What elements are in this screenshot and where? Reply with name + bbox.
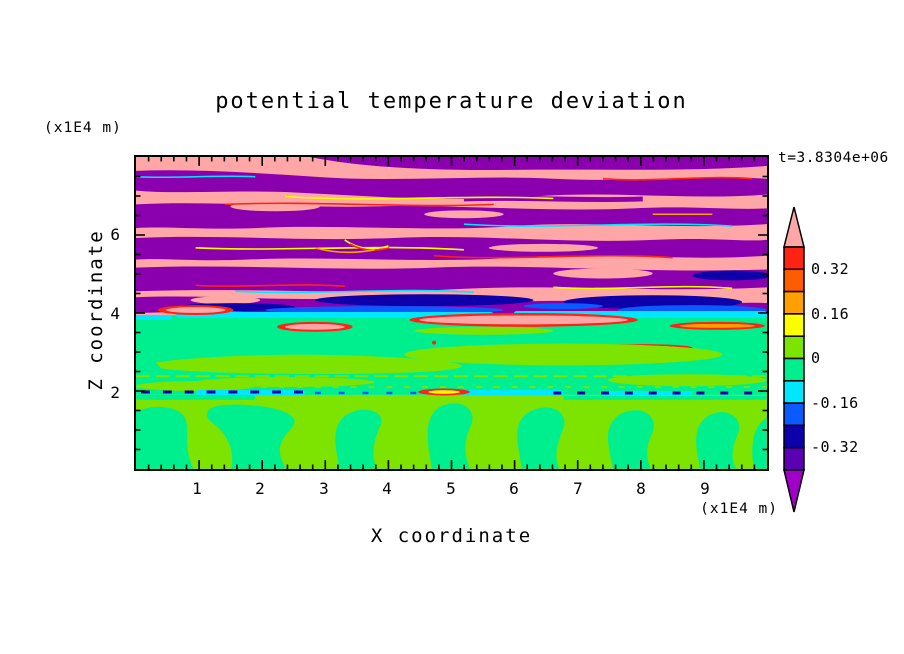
fringe-yellow [195, 195, 733, 290]
colorbar-cell-6 [783, 380, 805, 404]
colorbar-cell-4 [783, 335, 805, 360]
axis-ticks [136, 157, 767, 469]
colorbar-cell-5 [783, 357, 805, 382]
y-tick-label-6: 6 [110, 225, 120, 244]
fringe-red [195, 176, 753, 288]
colorbar-label-0: 0 [811, 349, 821, 367]
colorbar-label-p016: 0.16 [811, 305, 850, 323]
colorbar-cell-3 [783, 313, 805, 337]
x-axis-title: X coordinate [370, 525, 533, 547]
colorbar-cell-0 [783, 246, 805, 271]
temperature-field [136, 157, 767, 469]
colorbar-under-triangle [783, 469, 805, 513]
warm-filaments-pink-core [165, 307, 628, 330]
pink-lenses [190, 201, 653, 305]
colorbar [783, 206, 805, 513]
colorbar-cell-7 [783, 402, 805, 427]
colorbar-label-p032: 0.32 [811, 260, 850, 278]
colorbar-cell-2 [783, 290, 805, 315]
x-tick-label-1: 1 [192, 479, 202, 498]
z2-hot-streak [418, 388, 470, 396]
x-tick-label-6: 6 [509, 479, 519, 498]
x-tick-label-4: 4 [382, 479, 392, 498]
fringe-orange [314, 213, 713, 254]
plot-area [134, 155, 769, 471]
chart-title: potential temperature deviation [215, 89, 688, 114]
fringe-cyan [136, 175, 733, 294]
warm-filaments-orange-core [679, 323, 756, 328]
x-tick-label-2: 2 [255, 479, 265, 498]
colorbar-label-m032: -0.32 [811, 438, 859, 456]
colorbar-cell-9 [783, 446, 805, 471]
x-tick-label-9: 9 [700, 479, 710, 498]
x-tick-label-8: 8 [636, 479, 646, 498]
x-axis-unit-label: (x1E4 m) [700, 501, 778, 517]
x-tick-label-5: 5 [446, 479, 456, 498]
colorbar-label-m016: -0.16 [811, 394, 859, 412]
chartreuse-speckle-lines [136, 375, 767, 389]
y-axis-unit-label: (x1E4 m) [44, 120, 122, 136]
colorbar-cell-8 [783, 424, 805, 449]
timestamp-label: t=3.8304e+06 [778, 150, 889, 166]
convective-plumes [136, 394, 767, 469]
y-tick-label-4: 4 [110, 304, 120, 323]
chartreuse-streaks [136, 326, 767, 391]
colorbar-over-triangle [783, 206, 805, 248]
x-tick-label-3: 3 [319, 479, 329, 498]
colorbar-cell-1 [783, 268, 805, 293]
x-tick-label-7: 7 [573, 479, 583, 498]
y-tick-label-2: 2 [110, 383, 120, 402]
